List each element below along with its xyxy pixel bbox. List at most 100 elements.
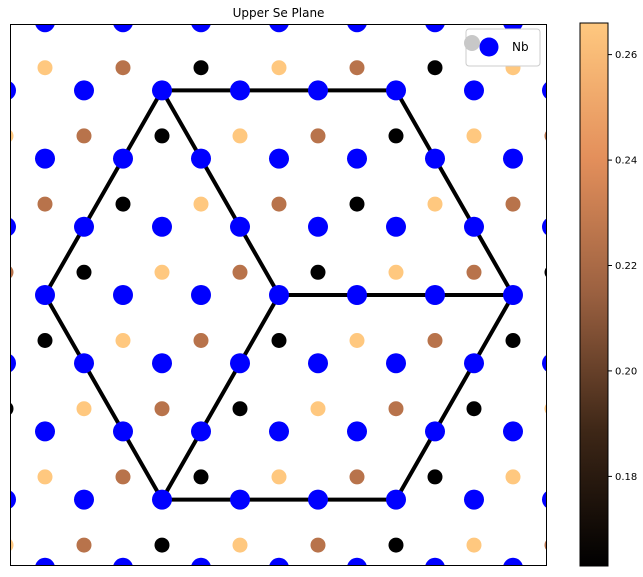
se-point (154, 537, 170, 553)
nb-point (230, 80, 250, 101)
se-point (349, 60, 365, 76)
se-point (467, 0, 482, 7)
se-point (232, 401, 248, 417)
se-point (232, 537, 248, 553)
nb-point (464, 353, 484, 374)
nb-point (10, 354, 16, 373)
nb-point (74, 80, 94, 101)
legend-nb-label: Nb (512, 40, 529, 54)
nb-point (464, 216, 484, 237)
nb-point (347, 24, 367, 33)
nb-point (503, 421, 523, 442)
colorbar-tick-label: 0.24 (615, 156, 637, 167)
upper-right-outline (162, 88, 515, 297)
se-point (115, 196, 131, 212)
nb-point (542, 218, 547, 236)
nb-point (152, 216, 172, 237)
nb-point (620, 217, 640, 237)
se-point (310, 537, 326, 553)
se-point (349, 469, 365, 485)
colorbar-tick-label: 0.20 (615, 366, 637, 377)
se-point (545, 0, 560, 7)
nb-point (230, 489, 250, 510)
se-point (271, 196, 287, 212)
nb-point (152, 353, 172, 374)
se-point (37, 196, 53, 212)
se-point (232, 264, 248, 280)
colorbar-ticks: 0.18 0.20 0.22 0.24 0.26 (608, 50, 637, 483)
nb-point (230, 353, 250, 374)
nb-point (35, 148, 55, 169)
nb-point (113, 285, 133, 305)
nb-point (191, 557, 211, 566)
se-point (76, 401, 92, 417)
se-point (310, 264, 326, 280)
nb-point (425, 24, 445, 33)
nb-point (74, 353, 94, 374)
nb-point (425, 148, 445, 169)
nb-point (308, 489, 328, 510)
se-point (623, 538, 638, 553)
nb-point (113, 557, 133, 566)
se-point (505, 333, 521, 348)
nb-point (152, 80, 172, 101)
nb-point (308, 80, 328, 101)
nb-point (191, 24, 211, 33)
se-point (10, 539, 14, 552)
nb-point (74, 216, 94, 237)
chart-title: Upper Se Plane (233, 6, 325, 20)
se-point (76, 537, 92, 553)
nb-point (425, 285, 445, 305)
nb-point (10, 81, 16, 100)
colorbar-tick-label: 0.18 (615, 472, 637, 483)
nb-point (113, 24, 133, 33)
se-point (349, 196, 365, 212)
nb-point (347, 285, 367, 305)
se-point (193, 196, 209, 212)
se-point (623, 401, 638, 416)
nb-point (386, 216, 406, 237)
se-point (154, 401, 170, 417)
nb-point (35, 285, 55, 305)
nb-point (230, 216, 250, 237)
se-point (505, 469, 521, 485)
nb-point (620, 490, 640, 510)
se-point (37, 469, 53, 485)
se-point (76, 264, 92, 280)
se-point (193, 333, 209, 348)
se-point (77, 0, 92, 7)
nb-point (620, 80, 640, 100)
se-point (115, 60, 131, 76)
se-point (232, 128, 248, 144)
colorbar-tick-label: 0.22 (615, 261, 637, 272)
nb-point (35, 24, 55, 33)
nb-point (386, 489, 406, 510)
se-point (37, 60, 53, 76)
se-point (115, 333, 131, 348)
nb-point (191, 148, 211, 169)
se-point (466, 128, 482, 144)
nb-point (542, 82, 547, 99)
nb-point (269, 421, 289, 442)
se-point (0, 0, 14, 7)
nb-point (503, 557, 523, 566)
se-point (623, 0, 638, 7)
se-point (466, 264, 482, 280)
colorbar-tick-label: 0.26 (615, 50, 637, 61)
nb-point (503, 148, 523, 169)
nb-point (347, 421, 367, 442)
left-hexagon (43, 89, 281, 502)
nb-point (269, 148, 289, 169)
nb-point (113, 148, 133, 169)
se-point (466, 537, 482, 553)
se-point (427, 196, 443, 212)
se-point (388, 264, 404, 280)
se-point (505, 196, 521, 212)
se-point (271, 333, 287, 348)
se-point (310, 401, 326, 417)
legend-ghost-marker (464, 35, 480, 51)
se-point (388, 401, 404, 417)
